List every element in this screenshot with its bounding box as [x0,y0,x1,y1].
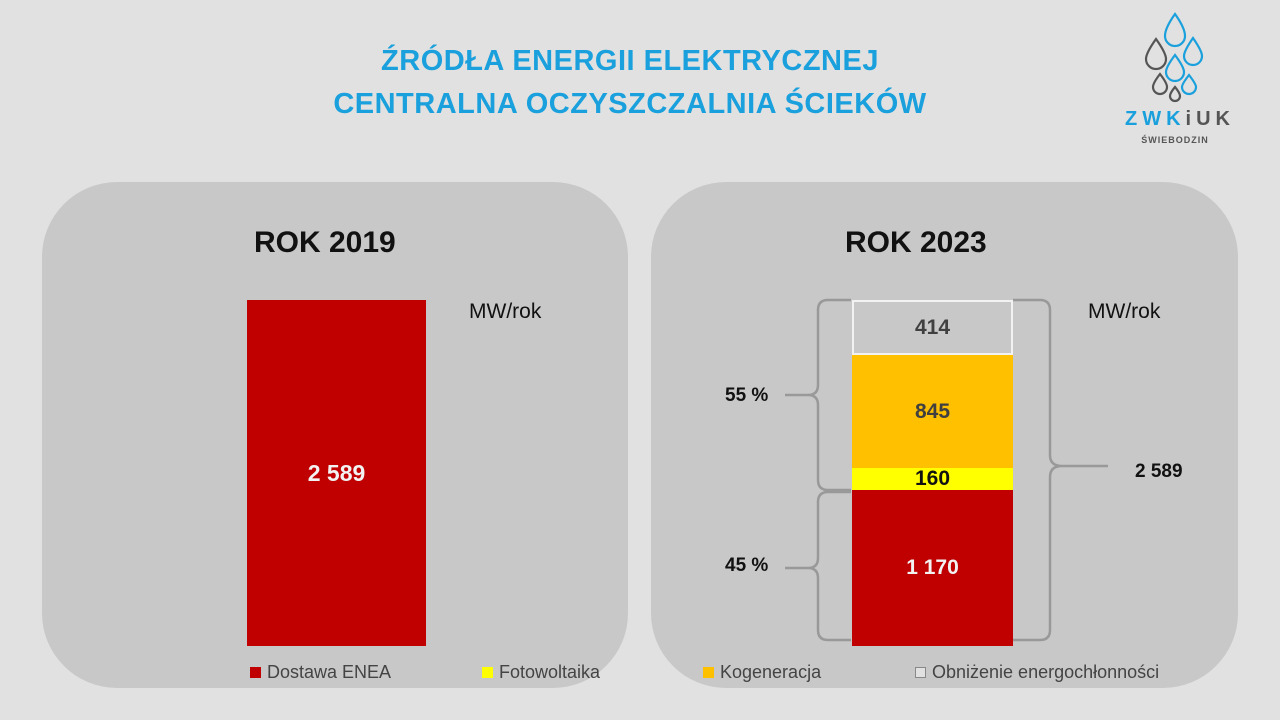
legend-swatch [250,667,261,678]
brace-upper-left [785,298,851,492]
legend-swatch [915,667,926,678]
segment-value-label: 1 170 [906,555,959,579]
bar-2023-segment-dostawa-enea: 1 170 [852,489,1013,646]
logo-name-blue: ZWK [1125,108,1186,130]
legend-swatch [482,667,493,678]
title-line-2: CENTRALNA OCZYSZCZALNIA ŚCIEKÓW [333,88,927,120]
panel-2019-title: ROK 2019 [254,226,396,259]
bar-2019-dostawa-enea: 2 589 [247,300,426,646]
bar-2019-value-label: 2 589 [307,459,366,486]
panel-2023-title: ROK 2023 [845,226,987,259]
legend-item-fotowoltaika: Fotowoltaika [482,662,600,683]
unit-label-2023: MW/rok [1088,300,1161,323]
total-label: 2 589 [1135,461,1183,482]
legend-item-kogeneracja: Kogeneracja [703,662,821,683]
logo-subtitle: ŚWIEBODZIN [1141,135,1209,145]
segment-value-label: 845 [914,399,951,423]
percent-lower-label: 45 % [725,555,769,576]
legend-item-dostawa-enea: Dostawa ENEA [250,662,391,683]
bar-2023-segment-obni-enie-energoch-onno-ci: 414 [852,300,1013,356]
bar-2023-segment-fotowoltaika: 160 [852,466,1013,490]
segment-value-label: 414 [914,315,951,339]
unit-label-2019: MW/rok [469,300,542,323]
legend-item-obnizenie: Obniżenie energochłonności [915,662,1159,683]
title-line-1: ŹRÓDŁA ENERGII ELEKTRYCZNEJ [381,45,879,77]
legend-swatch [703,667,714,678]
water-drops-icon [1144,12,1204,103]
segment-value-label: 160 [914,466,951,490]
percent-upper-label: 55 % [725,385,769,406]
brace-lower-left [785,490,851,642]
brace-right [1013,298,1108,642]
logo-name-gray: iUK [1185,108,1235,130]
bar-2023-segment-kogeneracja: 845 [852,355,1013,469]
